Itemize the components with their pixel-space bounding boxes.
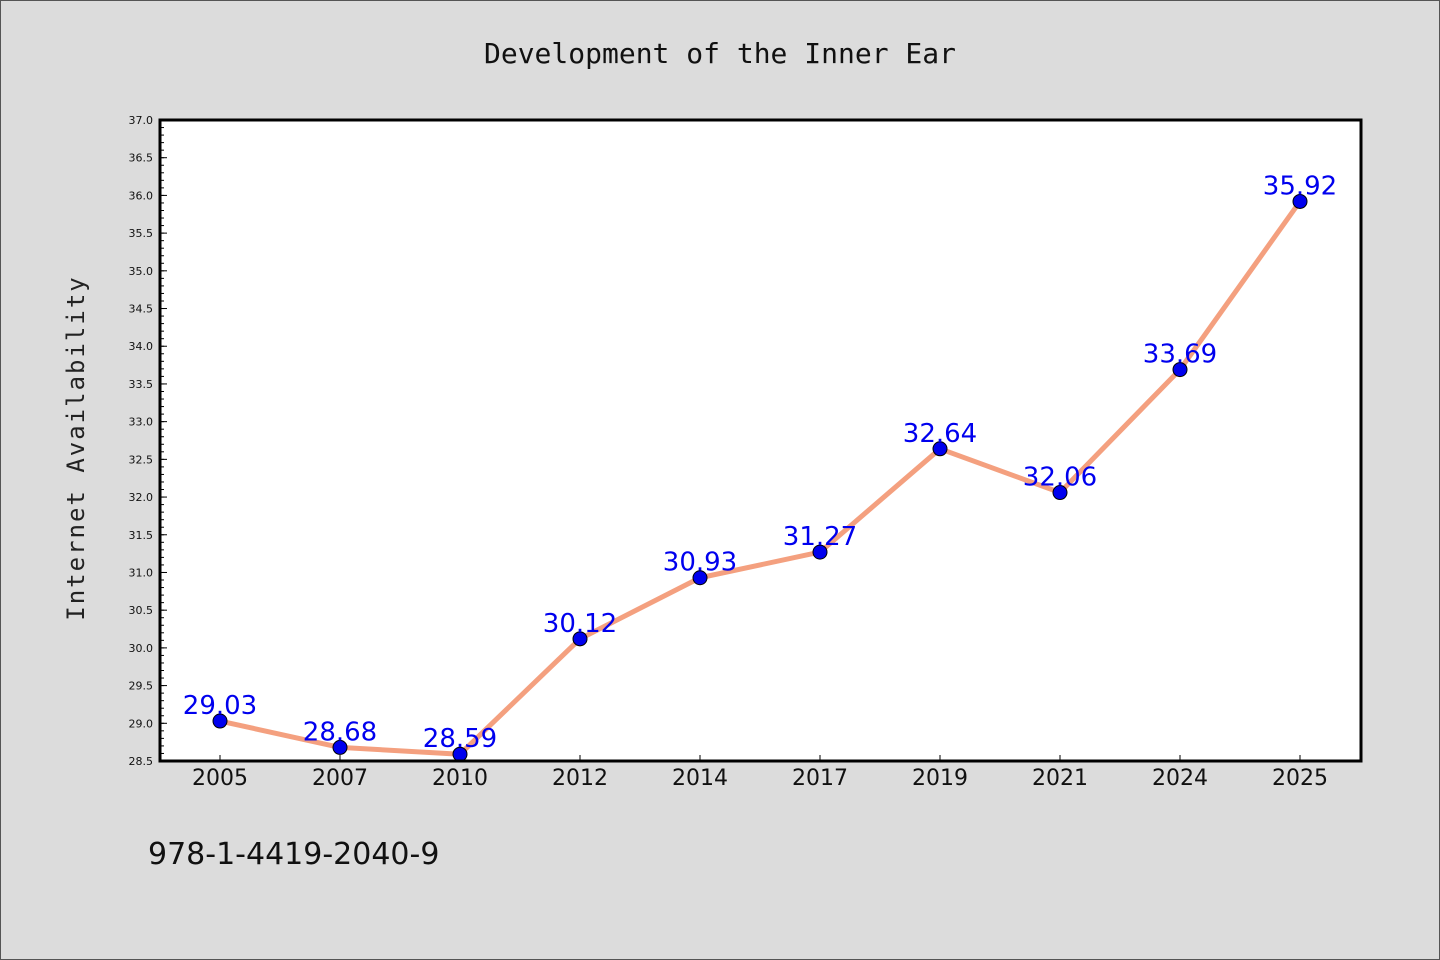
data-point-marker <box>812 544 828 560</box>
x-tick-label: 2024 <box>1152 766 1208 791</box>
data-point-label: 28.68 <box>303 717 377 747</box>
x-tick-label: 2010 <box>432 766 488 791</box>
y-tick-label: 33.0 <box>129 416 154 429</box>
chart-title: Development of the Inner Ear <box>484 37 956 70</box>
y-tick-label: 31.0 <box>129 566 154 579</box>
data-point-marker <box>692 570 708 586</box>
y-tick-label: 31.5 <box>129 529 154 542</box>
y-tick-label: 32.0 <box>129 491 154 504</box>
x-tick-label: 2005 <box>192 766 248 791</box>
plot-area <box>160 120 1361 761</box>
y-tick-label: 35.5 <box>129 227 154 240</box>
y-tick-label: 34.5 <box>129 303 154 316</box>
y-tick-label: 29.5 <box>129 680 154 693</box>
data-point-label: 32.06 <box>1023 463 1097 493</box>
y-tick-label: 36.0 <box>129 189 154 202</box>
x-tick-label: 2014 <box>672 766 728 791</box>
y-tick-label: 36.5 <box>129 152 154 165</box>
plot-border <box>158 118 1363 763</box>
y-tick-label: 32.5 <box>129 453 154 466</box>
x-tick-label: 2007 <box>312 766 368 791</box>
data-point-marker <box>1172 362 1188 378</box>
x-tick-label: 2019 <box>912 766 968 791</box>
series-line-group <box>217 198 1303 757</box>
x-axis-ticks: 2005 2007 2010 2012 2014 2017 2019 2021 2024 2025 <box>192 755 1328 791</box>
data-point-label: 29.03 <box>183 691 257 721</box>
y-tick-label: 29.0 <box>129 717 154 730</box>
data-point-label: 30.12 <box>543 609 617 639</box>
data-point-marker <box>932 441 948 457</box>
series-line <box>217 198 1303 757</box>
y-tick-label: 30.5 <box>129 604 154 617</box>
data-point-marker <box>1052 485 1068 501</box>
data-labels: 29.03 28.68 28.59 30.12 30.93 31.27 32.64 32.06… <box>183 171 1337 754</box>
y-tick-label: 33.5 <box>129 378 154 391</box>
x-tick-label: 2021 <box>1032 766 1088 791</box>
footnote-identifier: 978-1-4419-2040-9 <box>148 837 439 872</box>
data-point-marker <box>1292 193 1308 209</box>
data-point-label: 28.59 <box>423 724 497 754</box>
y-tick-label: 30.0 <box>129 642 154 655</box>
x-tick-label: 2025 <box>1272 766 1328 791</box>
data-point-marker <box>572 631 588 647</box>
y-tick-label: 34.0 <box>129 340 154 353</box>
data-point-label: 33.69 <box>1143 340 1217 370</box>
y-tick-label: 37.0 <box>129 114 154 127</box>
data-point-marker <box>212 713 228 729</box>
x-tick-label: 2012 <box>552 766 608 791</box>
data-point-marker <box>332 739 348 755</box>
y-tick-label: 35.0 <box>129 265 154 278</box>
y-tick-label: 28.5 <box>129 755 154 768</box>
y-axis-label: Internet Availability <box>62 275 90 620</box>
data-point-label: 31.27 <box>783 522 857 552</box>
data-point-label: 30.93 <box>663 548 737 578</box>
x-tick-label: 2017 <box>792 766 848 791</box>
series-markers <box>212 193 1308 762</box>
data-point-label: 35.92 <box>1263 171 1337 201</box>
data-point-label: 32.64 <box>903 419 977 449</box>
